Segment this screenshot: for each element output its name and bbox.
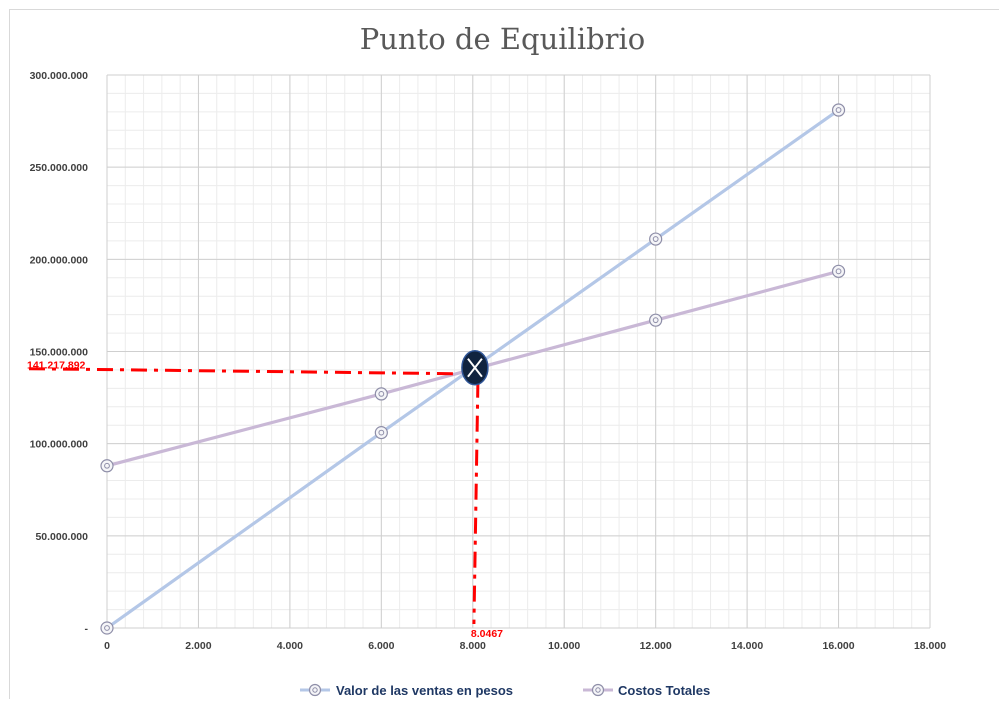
series-point-2-inner (378, 390, 385, 397)
y-tick-label: 100.000.000 (30, 439, 89, 451)
x-tick-label: 14.000 (731, 640, 763, 652)
legend-label-1: Valor de las ventas en pesos (336, 683, 513, 698)
series-line-2 (106, 269, 839, 468)
series-point-2 (831, 264, 846, 278)
series-point-1 (374, 426, 388, 440)
x-tick-label: 0 (104, 640, 110, 652)
x-tick-label: 2.000 (185, 640, 211, 652)
series-point-2-inner (835, 268, 842, 275)
y-tick-label: 50.000.000 (35, 531, 88, 543)
y-tick-label: - (85, 623, 89, 635)
breakeven-y-label: 141.217.892 (27, 360, 86, 372)
y-tick-label: 150.000.000 (30, 347, 89, 359)
x-tick-label: 8.000 (460, 640, 486, 652)
legend-marker-2 (591, 683, 605, 697)
legend-marker-1-inner (312, 687, 318, 693)
series-point-2-inner (652, 317, 659, 324)
breakeven-vertical-line (472, 381, 480, 625)
chart-frame (9, 9, 999, 699)
series-point-1 (649, 232, 663, 246)
y-tick-label: 200.000.000 (30, 254, 89, 266)
series-point-1-inner (652, 236, 659, 242)
major-grid (106, 74, 931, 629)
series-point-1-inner (835, 107, 842, 113)
x-tick-label: 6.000 (368, 640, 394, 652)
y-tick-label: 300.000.000 (30, 70, 89, 82)
x-tick-label: 12.000 (640, 640, 672, 652)
series-point-1-inner (378, 429, 385, 436)
breakeven-x-label: 8.0467 (471, 628, 503, 640)
series-line-1 (106, 108, 840, 630)
y-tick-label: 250.000.000 (30, 162, 89, 174)
x-tick-label: 10.000 (548, 640, 580, 652)
series-point-1-inner (104, 625, 110, 631)
series-point-2 (374, 387, 388, 401)
series-point-2-inner (104, 462, 110, 469)
x-tick-label: 16.000 (822, 640, 854, 652)
legend-label-2: Costos Totales (618, 683, 710, 698)
breakeven-marker-cross-b (467, 358, 483, 378)
x-tick-label: 4.000 (277, 640, 303, 652)
legend-marker-1 (308, 683, 322, 697)
series-point-1 (831, 103, 846, 117)
x-tick-label: 18.000 (914, 640, 946, 652)
series-point-1 (100, 621, 114, 635)
series-point-2 (100, 459, 114, 473)
chart-title: Punto de Equilibrio (359, 22, 646, 56)
series-point-2 (649, 313, 663, 327)
legend-marker-2-inner (595, 687, 601, 693)
breakeven-horizontal-line (28, 367, 453, 376)
